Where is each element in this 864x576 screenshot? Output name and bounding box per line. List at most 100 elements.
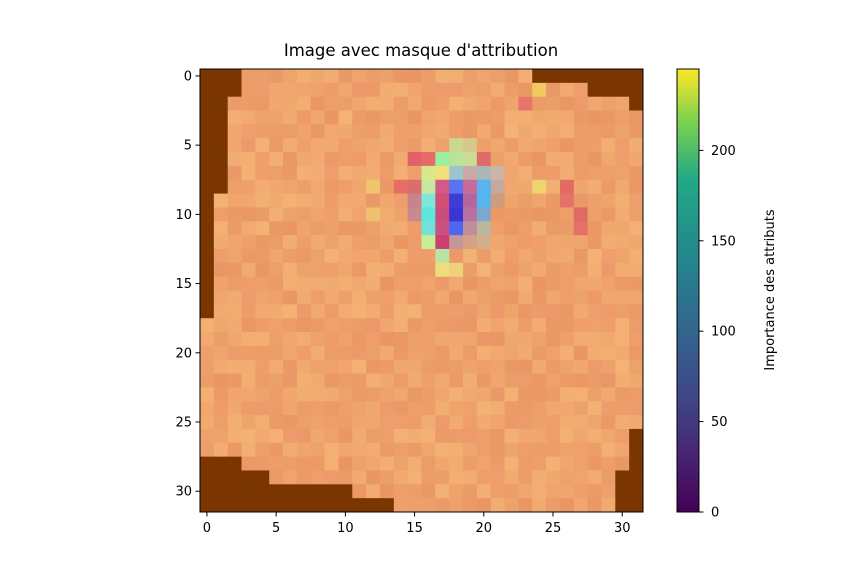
heatmap-cell	[546, 138, 561, 153]
heatmap-cell	[587, 373, 602, 388]
heatmap-cell	[546, 235, 561, 250]
heatmap-cell	[269, 345, 284, 361]
heatmap-cell	[518, 82, 533, 98]
heatmap-cell	[407, 69, 422, 84]
heatmap-cell	[310, 179, 325, 194]
heatmap-cell	[310, 470, 325, 485]
heatmap-cell	[255, 138, 270, 153]
colorbar-tick-label: 0	[711, 506, 719, 521]
heatmap-cell	[601, 470, 616, 485]
heatmap-cell	[324, 235, 339, 250]
heatmap-cell	[352, 456, 367, 471]
heatmap-cell	[587, 248, 602, 264]
heatmap-cell	[296, 290, 312, 305]
heatmap-cell	[559, 387, 575, 402]
heatmap-cell	[559, 290, 575, 305]
heatmap-cell	[379, 332, 395, 347]
heatmap-cell	[518, 248, 533, 264]
heatmap-cell	[200, 304, 215, 319]
heatmap-cell	[463, 179, 478, 194]
heatmap-cell	[283, 359, 298, 374]
heatmap-cell	[269, 82, 284, 98]
heatmap-cell	[504, 193, 519, 208]
heatmap-cell	[559, 193, 575, 208]
heatmap-cell	[407, 359, 422, 374]
heatmap-cell	[213, 442, 229, 458]
y-tick-label: 10	[175, 208, 192, 223]
heatmap-cell	[283, 456, 298, 471]
heatmap-cell	[269, 359, 284, 374]
heatmap-cell	[296, 235, 312, 250]
heatmap-cell	[573, 179, 589, 194]
heatmap-cell	[324, 207, 339, 222]
heatmap-cell	[504, 304, 519, 319]
heatmap-cell	[407, 124, 422, 139]
heatmap-cell	[615, 276, 630, 291]
heatmap-cell	[476, 152, 492, 167]
heatmap-cell	[393, 96, 409, 111]
heatmap-cell	[573, 484, 589, 499]
heatmap-cell	[504, 179, 519, 194]
heatmap-cell	[338, 262, 353, 278]
heatmap-cell	[629, 138, 644, 153]
heatmap-cell	[241, 248, 256, 264]
heatmap-cell	[532, 401, 547, 416]
heatmap-cell	[615, 428, 630, 444]
heatmap-cell	[352, 387, 367, 402]
heatmap-cell	[241, 207, 256, 222]
heatmap-cell	[573, 456, 589, 471]
heatmap-cell	[518, 442, 533, 458]
heatmap-cell	[200, 207, 215, 222]
heatmap-cell	[463, 193, 478, 208]
heatmap-cell	[421, 179, 436, 194]
heatmap-cell	[546, 415, 561, 430]
heatmap-cell	[227, 138, 242, 153]
heatmap-cell	[366, 248, 381, 264]
heatmap-cell	[269, 179, 284, 194]
heatmap-cell	[449, 193, 464, 208]
heatmap-cell	[255, 152, 270, 167]
heatmap-cell	[296, 428, 312, 444]
heatmap-cell	[255, 69, 270, 84]
heatmap-cell	[573, 359, 589, 374]
heatmap-cell	[296, 304, 312, 319]
heatmap-cell	[269, 152, 284, 167]
heatmap-cell	[366, 165, 381, 181]
heatmap-cell	[269, 221, 284, 236]
heatmap-cell	[463, 262, 478, 278]
heatmap-cell	[421, 96, 436, 111]
heatmap-cell	[200, 110, 215, 125]
heatmap-cell	[393, 442, 409, 458]
heatmap-cell	[269, 290, 284, 305]
heatmap-cell	[255, 276, 270, 291]
heatmap-cell	[573, 110, 589, 125]
heatmap-cell	[504, 442, 519, 458]
heatmap-cell	[200, 345, 215, 361]
heatmap-cell	[379, 207, 395, 222]
heatmap-cell	[601, 401, 616, 416]
heatmap-cell	[324, 345, 339, 361]
heatmap-cell	[310, 235, 325, 250]
heatmap-cell	[615, 165, 630, 181]
heatmap-cell	[338, 138, 353, 153]
heatmap-cell	[532, 290, 547, 305]
y-tick-label: 25	[175, 416, 192, 431]
heatmap-cell	[283, 262, 298, 278]
heatmap-cell	[213, 373, 229, 388]
heatmap-cell	[213, 456, 229, 471]
heatmap-cell	[338, 332, 353, 347]
heatmap-cell	[379, 221, 395, 236]
heatmap-cell	[407, 82, 422, 98]
heatmap-cell	[601, 235, 616, 250]
heatmap-cell	[559, 221, 575, 236]
heatmap-cell	[213, 484, 229, 499]
heatmap-cell	[296, 152, 312, 167]
x-tick-label: 5	[272, 521, 280, 536]
heatmap-cell	[421, 276, 436, 291]
heatmap-cell	[393, 345, 409, 361]
heatmap-cell	[379, 456, 395, 471]
heatmap-cell	[213, 124, 229, 139]
heatmap-cell	[435, 221, 450, 236]
heatmap-cell	[324, 373, 339, 388]
heatmap-cell	[227, 69, 242, 84]
